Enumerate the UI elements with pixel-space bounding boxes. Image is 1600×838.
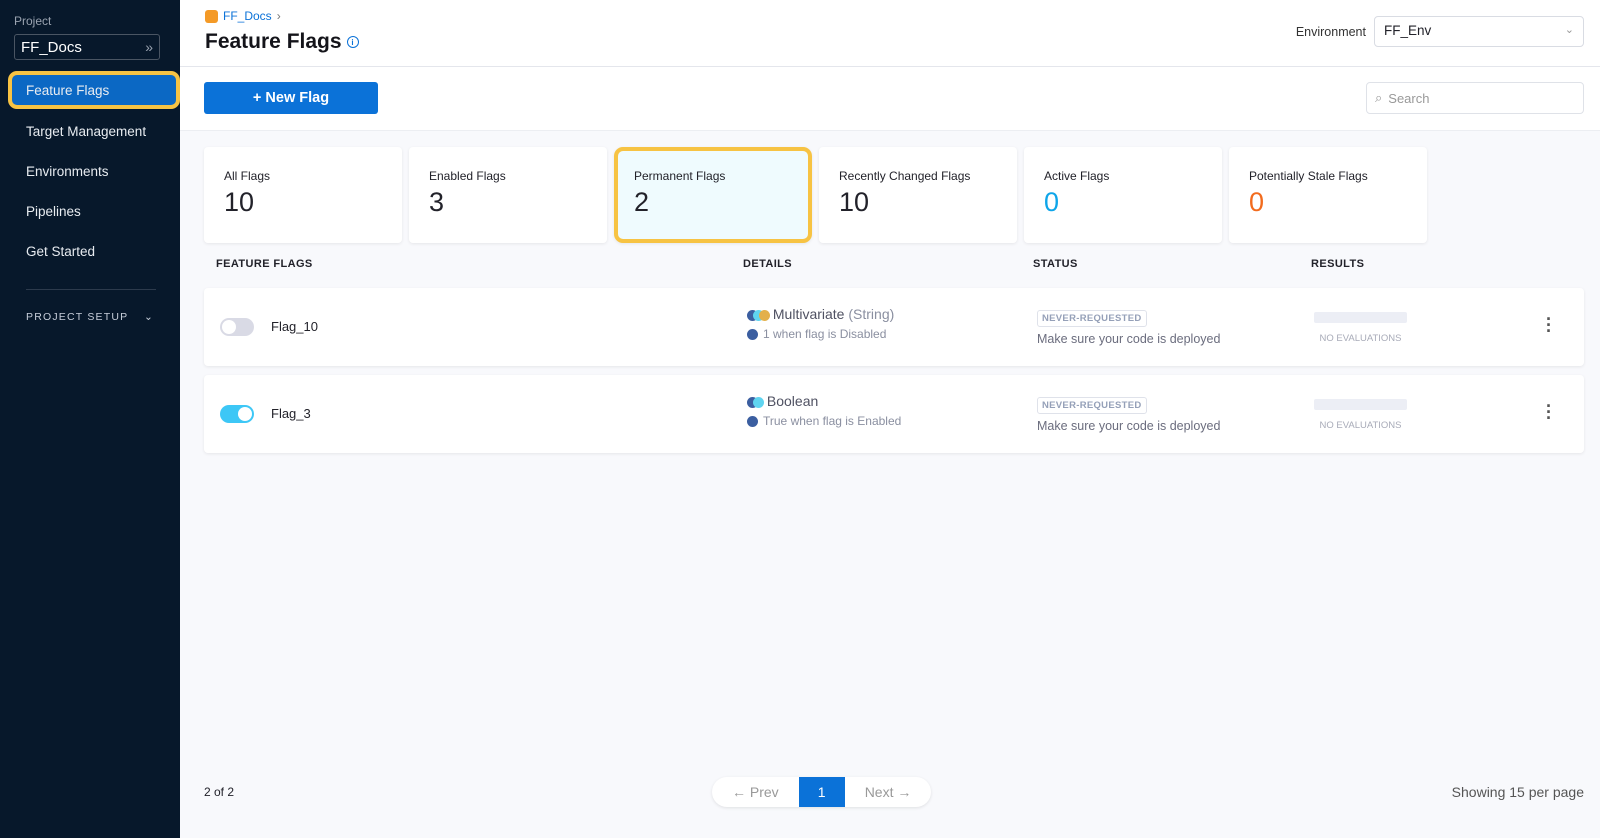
- sidebar-item-target-management[interactable]: Target Management: [8, 112, 180, 150]
- results-text: NO EVALUATIONS: [1319, 333, 1402, 344]
- status-message: Make sure your code is deployed: [1037, 332, 1221, 346]
- card-recently-changed-flags[interactable]: Recently Changed Flags 10: [819, 147, 1017, 243]
- flag-details: Boolean True when flag is Enabled: [747, 393, 901, 428]
- flag-toggle[interactable]: [220, 405, 254, 423]
- column-status: STATUS: [1033, 258, 1078, 270]
- chevron-down-icon: ⌄: [1564, 24, 1574, 36]
- flag-status: NEVER-REQUESTED Make sure your code is de…: [1037, 395, 1220, 433]
- more-options-icon[interactable]: · · ·: [1546, 396, 1552, 428]
- flag-summary-cards: All Flags 10 Enabled Flags 3 Permanent Fla…: [204, 147, 1427, 243]
- card-active-flags[interactable]: Active Flags 0: [1024, 147, 1222, 243]
- project-setup-label: PROJECT SETUP: [26, 311, 129, 323]
- flag-name[interactable]: Flag_10: [271, 319, 318, 334]
- project-name: FF_Docs: [21, 38, 82, 56]
- more-options-icon[interactable]: · · ·: [1546, 309, 1552, 341]
- card-value: 10: [224, 187, 255, 217]
- flag-detail: True when flag is Enabled: [763, 414, 902, 428]
- flag-name[interactable]: Flag_3: [271, 406, 311, 421]
- status-badge: NEVER-REQUESTED: [1037, 310, 1147, 327]
- search-icon: ⌕: [1375, 90, 1383, 105]
- flag-type: Multivariate: [772, 306, 845, 322]
- sidebar-item-label: Get Started: [26, 243, 96, 259]
- project-logo-icon: [205, 9, 218, 23]
- new-flag-button[interactable]: + New Flag: [204, 82, 378, 114]
- sidebar-item-label: Target Management: [26, 123, 147, 139]
- per-page-text: Showing 15 per page: [1451, 784, 1584, 800]
- card-value: 0: [1249, 187, 1265, 217]
- pagination: ← Prev 1 Next →: [712, 777, 932, 807]
- column-feature-flags: FEATURE FLAGS: [216, 258, 313, 270]
- card-label: Active Flags: [1044, 169, 1110, 183]
- sidebar-item-environments[interactable]: Environments: [8, 152, 180, 190]
- item-count: 2 of 2: [204, 785, 235, 799]
- flag-detail: 1 when flag is Disabled: [763, 327, 887, 341]
- card-value: 0: [1044, 187, 1060, 217]
- card-value: 2: [634, 187, 650, 217]
- card-label: Recently Changed Flags: [839, 169, 971, 183]
- card-permanent-flags[interactable]: Permanent Flags 2: [614, 147, 812, 243]
- card-value: 10: [839, 187, 870, 217]
- page-title-text: Feature Flags: [205, 30, 342, 53]
- page-title: Feature Flags i: [205, 30, 359, 54]
- chevron-right-icon: ›: [276, 9, 281, 23]
- variation-dot-icon: [747, 328, 758, 340]
- card-value: 3: [429, 187, 445, 217]
- flag-toggle[interactable]: [220, 318, 254, 336]
- flag-results: NO EVALUATIONS: [1314, 312, 1407, 344]
- card-label: Potentially Stale Flags: [1249, 169, 1368, 183]
- sidebar-item-label: Pipelines: [26, 203, 81, 219]
- flag-status: NEVER-REQUESTED Make sure your code is de…: [1037, 308, 1220, 346]
- results-bar: [1314, 399, 1407, 410]
- search-placeholder: Search: [1388, 90, 1430, 106]
- card-all-flags[interactable]: All Flags 10: [204, 147, 402, 243]
- card-label: All Flags: [224, 169, 271, 183]
- breadcrumb[interactable]: FF_Docs ›: [205, 9, 281, 23]
- info-icon[interactable]: i: [346, 36, 359, 48]
- search-input[interactable]: ⌕ Search: [1366, 82, 1584, 114]
- sidebar-item-feature-flags[interactable]: Feature Flags: [8, 71, 180, 109]
- environment-value: FF_Env: [1384, 23, 1432, 38]
- divider: [26, 289, 156, 290]
- environment-select[interactable]: FF_Env ⌄: [1374, 16, 1584, 47]
- card-enabled-flags[interactable]: Enabled Flags 3: [409, 147, 607, 243]
- sidebar-item-pipelines[interactable]: Pipelines: [8, 192, 180, 230]
- table-row[interactable]: Flag_10 Multivariate (String) 1 when fla…: [204, 288, 1584, 366]
- flag-details: Multivariate (String) 1 when flag is Dis…: [747, 306, 894, 341]
- next-page-button[interactable]: Next →: [864, 784, 912, 800]
- toolbar: + New Flag ⌕ Search: [180, 67, 1600, 131]
- page-1-button[interactable]: 1: [798, 777, 845, 807]
- project-selector[interactable]: FF_Docs »: [14, 34, 160, 60]
- sidebar: Project FF_Docs » Feature Flags Target Ma…: [0, 0, 180, 838]
- card-potentially-stale-flags[interactable]: Potentially Stale Flags 0: [1229, 147, 1427, 243]
- sidebar-item-label: Environments: [26, 163, 109, 179]
- variation-dots-icon: [747, 396, 764, 408]
- card-label: Enabled Flags: [429, 169, 506, 183]
- card-label: Permanent Flags: [634, 169, 726, 183]
- status-message: Make sure your code is deployed: [1037, 419, 1221, 433]
- variation-dots-icon: [747, 309, 770, 321]
- flag-results: NO EVALUATIONS: [1314, 399, 1407, 431]
- environment-label: Environment: [1295, 25, 1366, 39]
- status-badge: NEVER-REQUESTED: [1037, 397, 1147, 414]
- breadcrumb-link[interactable]: FF_Docs: [223, 9, 272, 23]
- double-chevron-right-icon: »: [145, 39, 153, 55]
- column-details: DETAILS: [743, 258, 793, 270]
- results-text: NO EVALUATIONS: [1319, 420, 1402, 431]
- variation-dot-icon: [747, 415, 758, 427]
- results-bar: [1314, 312, 1407, 323]
- project-setup-toggle[interactable]: PROJECT SETUP ⌄: [26, 311, 154, 323]
- flag-type: Boolean: [766, 393, 819, 409]
- page-header: FF_Docs › Feature Flags i Environment FF_E…: [180, 0, 1600, 67]
- project-label: Project: [14, 14, 52, 28]
- sidebar-item-get-started[interactable]: Get Started: [8, 232, 180, 270]
- sidebar-item-label: Feature Flags: [26, 82, 110, 98]
- column-results: RESULTS: [1311, 258, 1365, 270]
- main-content: FF_Docs › Feature Flags i Environment FF_E…: [180, 0, 1600, 838]
- table-row[interactable]: Flag_3 Boolean True when flag is Enabled…: [204, 375, 1584, 453]
- flag-subtype: (String): [848, 306, 895, 322]
- chevron-down-icon: ⌄: [144, 311, 154, 323]
- prev-page-button[interactable]: ← Prev: [732, 784, 779, 800]
